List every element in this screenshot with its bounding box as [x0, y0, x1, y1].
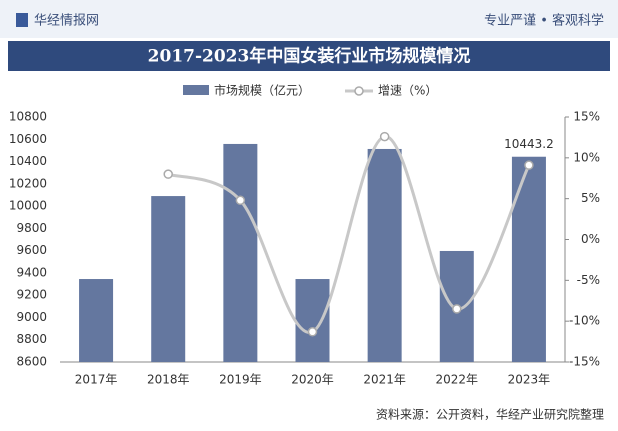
x-tick-label: 2022年 [436, 373, 479, 387]
growth-point [235, 195, 246, 206]
legend-label: 增速（%） [378, 84, 437, 98]
brand: 华经情报网 [34, 14, 99, 29]
growth-point [307, 327, 318, 337]
bar [295, 279, 330, 362]
y-tick-label: 9200 [16, 288, 47, 302]
source: 资料来源：公开资料，华经产业研究院整理 [376, 407, 604, 422]
header-band [0, 0, 618, 38]
y-tick-label: 8800 [16, 332, 47, 346]
y-tick-label: 10600 [9, 132, 47, 146]
x-tick-label: 2017年 [75, 373, 118, 387]
x-tick-label: 2023年 [508, 373, 551, 387]
bar [151, 196, 186, 362]
growth-point [524, 160, 534, 170]
legend-marker [354, 86, 364, 96]
y2-tick-label: 10% [573, 150, 600, 164]
legend-label: 市场规模（亿元） [214, 83, 310, 98]
y2-tick-label: 5% [581, 191, 600, 205]
y-tick-label: 10400 [9, 154, 47, 168]
bar [79, 279, 114, 362]
bar [367, 148, 402, 362]
logo [16, 13, 28, 27]
y2-tick-label: -15% [569, 355, 600, 369]
y-tick-label: 9000 [16, 310, 47, 324]
chart-title: 2017-2023年中国女装行业市场规模情况 [148, 46, 471, 67]
bar [223, 143, 258, 362]
slogan: 专业严谨 • 客观科学 [484, 13, 604, 29]
y-tick-label: 9400 [16, 265, 47, 279]
y-tick-label: 9600 [16, 243, 47, 257]
y-tick-label: 8600 [16, 355, 47, 369]
growth-point [379, 131, 390, 142]
legend-swatch [183, 85, 209, 95]
y-tick-label: 9800 [16, 221, 47, 235]
y-tick-label: 10800 [9, 110, 47, 124]
x-tick-label: 2018年 [147, 373, 190, 387]
y2-tick-label: 15% [573, 110, 600, 124]
y2-tick-label: -5% [577, 273, 600, 287]
bar [511, 156, 546, 362]
y2-tick-label: 0% [581, 232, 600, 246]
growth-point [163, 169, 173, 179]
title-band [8, 41, 610, 71]
y-tick-label: 10200 [9, 176, 47, 190]
x-tick-label: 2019年 [219, 373, 262, 387]
growth-point [452, 304, 462, 314]
data-label: 10443.2 [504, 137, 554, 151]
x-tick-label: 2021年 [363, 373, 406, 387]
growth-line [167, 135, 531, 334]
y2-tick-label: -10% [569, 314, 600, 328]
x-tick-label: 2020年 [291, 373, 334, 387]
y-tick-label: 10000 [9, 199, 47, 213]
